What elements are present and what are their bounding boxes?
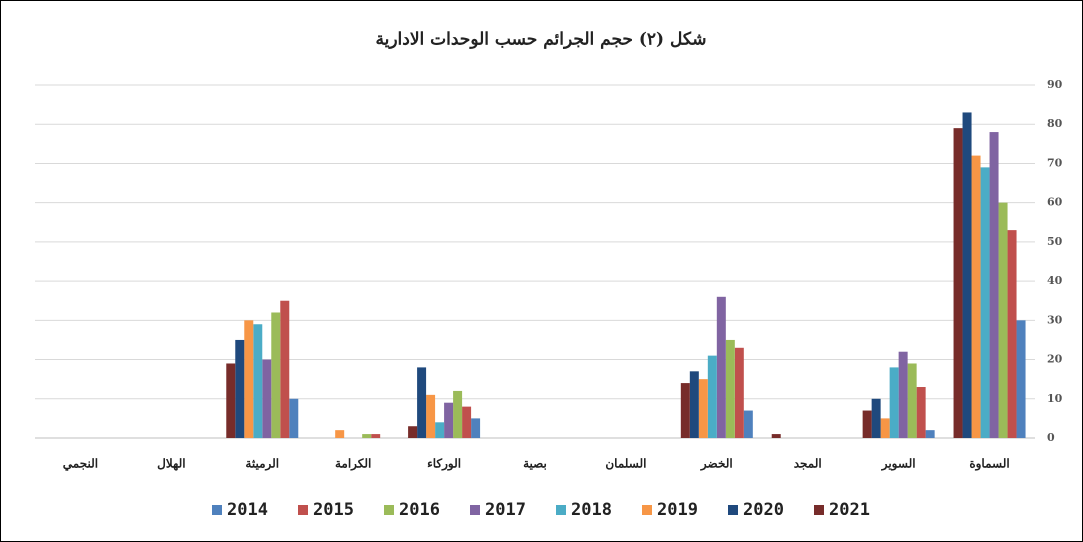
- bar: [280, 300, 290, 438]
- x-tick-label: السوير: [881, 457, 916, 472]
- bar: [716, 296, 726, 438]
- x-tick-label: الرميثة: [245, 457, 279, 472]
- bar: [980, 167, 990, 438]
- legend-label: 2021: [829, 500, 870, 520]
- legend-swatch: [556, 505, 566, 515]
- bar: [417, 367, 427, 438]
- chart-title: شكل (٢) حجم الجرائم حسب الوحدات الادارية: [375, 30, 706, 50]
- legend-swatch: [728, 505, 738, 515]
- bar: [1007, 230, 1017, 438]
- bar: [253, 324, 263, 438]
- y-tick-label: 0: [1047, 431, 1055, 444]
- legend-label: 2018: [571, 500, 612, 520]
- y-tick-label: 30: [1047, 313, 1063, 326]
- bar: [998, 202, 1008, 438]
- x-tick-label: النجمي: [63, 457, 98, 472]
- x-tick-label: الخضر: [700, 457, 733, 472]
- bar: [335, 430, 345, 438]
- bar: [962, 112, 972, 438]
- bar: [262, 359, 272, 438]
- legend-label: 2014: [227, 500, 268, 520]
- legend-swatch: [642, 505, 652, 515]
- bar: [435, 422, 445, 438]
- bar: [898, 351, 908, 438]
- bar: [989, 132, 999, 439]
- bar: [271, 312, 281, 438]
- bar: [689, 371, 699, 438]
- bar: [408, 426, 418, 438]
- bar: [371, 434, 381, 438]
- bar: [925, 430, 935, 438]
- bar: [289, 398, 299, 438]
- bar: [362, 434, 372, 438]
- legend-label: 2015: [313, 500, 354, 520]
- bar: [444, 402, 454, 438]
- x-tick-label: السماوة: [969, 457, 1009, 472]
- bar: [226, 363, 236, 438]
- legend-label: 2017: [485, 500, 526, 520]
- y-tick-label: 20: [1047, 353, 1063, 366]
- y-tick-label: 10: [1047, 392, 1063, 405]
- bar: [235, 339, 245, 438]
- bar: [680, 383, 690, 438]
- x-tick-label: بصية: [523, 457, 547, 471]
- y-tick-label: 40: [1047, 274, 1063, 287]
- bar: [871, 398, 881, 438]
- bar: [907, 363, 917, 438]
- legend-swatch: [470, 505, 480, 515]
- legend-label: 2019: [657, 500, 698, 520]
- x-tick-label: الهلال: [157, 457, 185, 472]
- y-tick-label: 80: [1047, 117, 1063, 130]
- bar: [862, 410, 872, 438]
- bar: [771, 434, 781, 438]
- bar: [462, 406, 472, 438]
- bar: [426, 394, 436, 438]
- bar: [244, 320, 254, 438]
- bar: [707, 355, 717, 438]
- bar: [953, 128, 963, 438]
- bar: [734, 347, 744, 438]
- x-tick-label: الوركاء: [427, 457, 461, 472]
- y-tick-label: 50: [1047, 235, 1063, 248]
- x-tick-label: الكرامة: [335, 457, 371, 472]
- bar: [743, 410, 753, 438]
- legend-label: 2016: [399, 500, 440, 520]
- y-tick-label: 60: [1047, 196, 1063, 209]
- bar: [971, 155, 981, 438]
- bar: [880, 418, 890, 438]
- x-tick-label: المجد: [794, 457, 822, 471]
- x-tick-label: السلمان: [605, 457, 646, 471]
- bar: [453, 390, 463, 438]
- legend-swatch: [298, 505, 308, 515]
- bar: [1016, 320, 1026, 438]
- legend-label: 2020: [743, 500, 784, 520]
- legend-swatch: [384, 505, 394, 515]
- bar: [916, 387, 926, 438]
- bar: [889, 367, 899, 438]
- y-tick-label: 90: [1047, 78, 1063, 91]
- bar: [471, 418, 481, 438]
- legend-swatch: [814, 505, 824, 515]
- legend-swatch: [212, 505, 222, 515]
- y-tick-label: 70: [1047, 156, 1063, 169]
- bar: [698, 379, 708, 438]
- bar: [725, 339, 735, 438]
